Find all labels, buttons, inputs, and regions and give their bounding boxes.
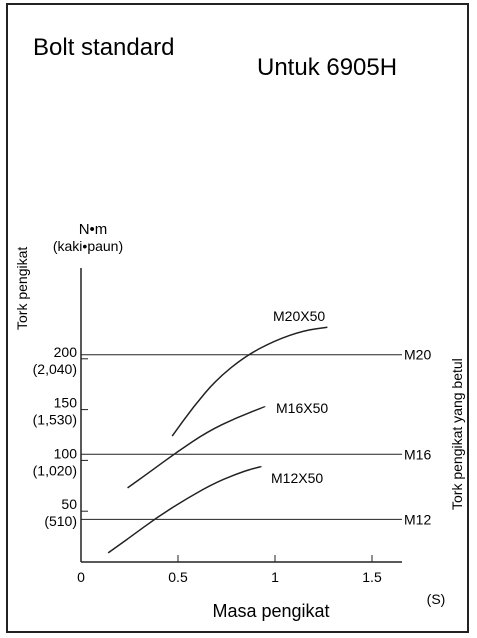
x-tick-label: 0.5 bbox=[168, 569, 188, 585]
chart-frame bbox=[6, 3, 469, 633]
reference-label-m16: M16 bbox=[404, 446, 431, 462]
x-axis-label: Masa pengikat bbox=[212, 601, 329, 621]
y-tick-label: 50 bbox=[61, 496, 77, 512]
y-axis-label-right: Tork pengikat yang betul bbox=[449, 358, 465, 510]
x-tick-label: 1.5 bbox=[362, 569, 382, 585]
y-tick-label-alt: (1,020) bbox=[33, 462, 77, 478]
y-tick-label-alt: (1,530) bbox=[33, 412, 77, 428]
y-tick-label: 100 bbox=[54, 445, 78, 461]
y-tick-label-alt: (510) bbox=[44, 513, 77, 529]
series-label-m12x50: M12X50 bbox=[271, 470, 323, 486]
y-ticks: 200(2,040) 150(1,530) 100(1,020) 50(510) bbox=[33, 344, 88, 529]
series-line-m20x50 bbox=[171, 326, 328, 437]
series-line-m16x50 bbox=[127, 405, 266, 489]
y-axis-label-left: Tork pengikat bbox=[14, 247, 30, 330]
x-axis-unit: (S) bbox=[427, 591, 446, 607]
series-line-m12x50 bbox=[107, 465, 262, 554]
reference-label-m20: M20 bbox=[404, 347, 431, 363]
x-tick-label: 0 bbox=[77, 569, 85, 585]
chart-title: Bolt standard bbox=[33, 34, 174, 61]
series-label-m20x50: M20X50 bbox=[273, 308, 325, 324]
y-tick-label: 150 bbox=[54, 395, 78, 411]
reference-label-m12: M12 bbox=[404, 511, 431, 527]
x-tick-label: 1 bbox=[271, 569, 279, 585]
y-unit-alt: (kaki•paun) bbox=[53, 238, 123, 254]
series-label-m16x50: M16X50 bbox=[276, 400, 328, 416]
chart-subtitle: Untuk 6905H bbox=[257, 54, 397, 81]
y-unit: N•m bbox=[79, 221, 108, 238]
y-tick-label-alt: (2,040) bbox=[33, 361, 77, 377]
y-tick-label: 200 bbox=[54, 344, 78, 360]
x-ticks: 0 0.5 1 1.5 bbox=[77, 555, 382, 585]
series: M20X50 M16X50 M12X50 bbox=[107, 308, 328, 554]
reference-lines: M20 M16 M12 bbox=[81, 347, 431, 527]
